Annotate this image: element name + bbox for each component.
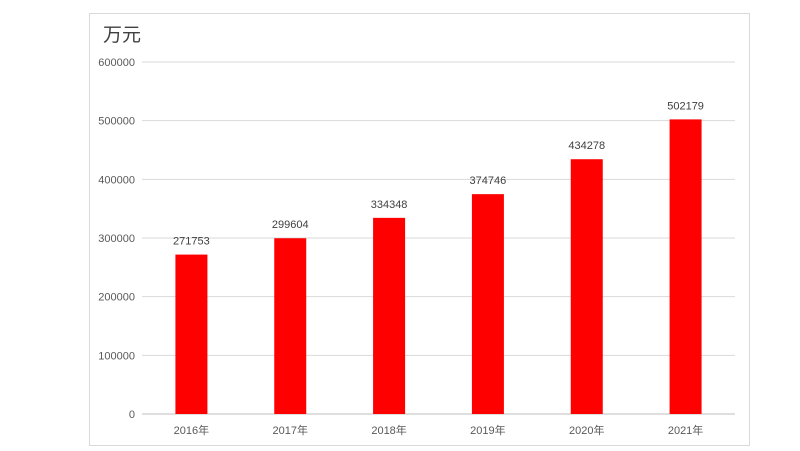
bar <box>669 119 702 415</box>
bar <box>373 217 406 414</box>
bar <box>175 254 208 414</box>
y-axis-unit-label: 万元 <box>103 24 142 46</box>
data-label: 502179 <box>667 100 704 112</box>
data-label: 434278 <box>568 140 605 152</box>
y-tick-label: 500000 <box>98 116 135 128</box>
y-tick-label: 400000 <box>98 174 135 186</box>
x-tick-label: 2020年 <box>569 423 604 437</box>
x-tick-label: 2017年 <box>273 423 308 437</box>
bar <box>570 159 603 414</box>
y-tick-label: 0 <box>129 409 135 421</box>
y-tick-label: 300000 <box>98 233 135 245</box>
y-tick-label: 600000 <box>98 57 135 69</box>
x-tick-label: 2019年 <box>470 423 505 437</box>
x-tick-label: 2018年 <box>371 423 406 437</box>
x-tick-label: 2016年 <box>174 423 209 437</box>
data-label: 271753 <box>173 236 210 248</box>
x-tick-label: 2021年 <box>668 423 703 437</box>
bar <box>274 238 307 414</box>
y-tick-label: 200000 <box>98 292 135 304</box>
bar <box>471 194 504 414</box>
data-label: 374746 <box>470 175 507 187</box>
y-tick-label: 100000 <box>98 350 135 362</box>
data-label: 299604 <box>272 219 309 231</box>
data-label: 334348 <box>371 199 408 211</box>
